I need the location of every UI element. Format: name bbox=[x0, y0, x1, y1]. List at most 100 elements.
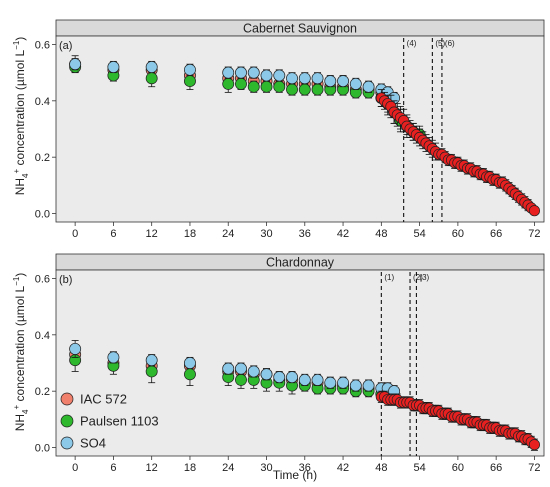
x-tick-label: 48 bbox=[375, 228, 387, 240]
data-point bbox=[298, 83, 311, 96]
x-tick-label: 66 bbox=[490, 228, 502, 240]
data-point bbox=[286, 72, 298, 85]
data-point bbox=[324, 376, 337, 389]
x-tick-label: 0 bbox=[72, 228, 78, 240]
legend-label: Paulsen 1103 bbox=[80, 414, 159, 429]
x-axis-label: Time (h) bbox=[273, 468, 317, 482]
legend-label: SO4 bbox=[80, 436, 106, 451]
event-label: (4) bbox=[407, 39, 417, 48]
legend: IAC 572 Paulsen 1103 SO4 bbox=[60, 392, 159, 451]
x-tick-label: 42 bbox=[337, 228, 349, 240]
legend-label: IAC 572 bbox=[80, 392, 127, 407]
data-point bbox=[260, 80, 273, 93]
x-tick-label: 54 bbox=[413, 228, 425, 240]
data-point bbox=[362, 80, 375, 93]
x-tick-label: 72 bbox=[528, 462, 540, 474]
panel-chardonnay: Chardonnay (b) 0.0 0.2 0.4 0.6 0 6 12 18 24 30 36 42 4… bbox=[35, 253, 545, 474]
panel-label: (a) bbox=[59, 40, 72, 52]
x-tick-label: 6 bbox=[110, 228, 116, 240]
data-point bbox=[247, 80, 260, 93]
data-point bbox=[145, 72, 158, 85]
series-highlighted bbox=[375, 390, 540, 451]
plot-area bbox=[55, 35, 545, 223]
data-point bbox=[145, 61, 158, 73]
legend-marker bbox=[60, 414, 74, 428]
data-point bbox=[528, 439, 540, 451]
x-tick-label: 12 bbox=[146, 462, 158, 474]
event-label: (2) bbox=[413, 273, 423, 282]
panel-label: (b) bbox=[59, 274, 72, 286]
data-point bbox=[222, 362, 235, 375]
legend-marker bbox=[60, 436, 74, 450]
x-tick-label: 42 bbox=[337, 462, 349, 474]
x-tick-label: 54 bbox=[413, 462, 425, 474]
series-so4 bbox=[69, 340, 401, 398]
data-point bbox=[286, 371, 298, 384]
x-tick-label: 24 bbox=[222, 228, 234, 240]
data-point bbox=[349, 77, 362, 90]
y-tick-label: 0.6 bbox=[35, 39, 50, 51]
data-point bbox=[235, 77, 247, 90]
data-point bbox=[107, 61, 120, 73]
data-point bbox=[145, 365, 158, 378]
y-axis-label-a: NH4+ concentration (µmol L−1) bbox=[12, 37, 30, 196]
data-point bbox=[298, 373, 311, 386]
y-tick-label: 0.0 bbox=[35, 443, 50, 455]
data-point bbox=[286, 83, 298, 96]
data-point bbox=[273, 69, 286, 82]
data-point bbox=[184, 368, 196, 381]
x-tick-label: 72 bbox=[528, 228, 540, 240]
legend-marker bbox=[60, 392, 74, 406]
y-tick-label: 0.0 bbox=[35, 209, 50, 221]
y-tick-label: 0.4 bbox=[35, 330, 50, 342]
data-point bbox=[222, 66, 235, 79]
x-tick-label: 24 bbox=[222, 462, 234, 474]
x-tick-label: 48 bbox=[375, 462, 387, 474]
event-label: (3) bbox=[419, 273, 429, 282]
data-point bbox=[528, 205, 540, 217]
data-point bbox=[235, 373, 247, 386]
x-tick-label: 18 bbox=[184, 462, 196, 474]
data-point bbox=[69, 342, 82, 355]
data-point bbox=[273, 371, 286, 384]
data-point bbox=[349, 379, 362, 392]
data-point bbox=[337, 376, 350, 389]
x-tick-label: 36 bbox=[299, 462, 311, 474]
data-point bbox=[362, 379, 375, 392]
data-point bbox=[247, 365, 260, 378]
data-point bbox=[324, 75, 337, 88]
event-label: (5) bbox=[435, 39, 445, 48]
data-point bbox=[107, 351, 120, 364]
x-tick-label: 60 bbox=[452, 228, 464, 240]
x-tick-label: 6 bbox=[110, 462, 116, 474]
x-tick-label: 30 bbox=[260, 228, 272, 240]
data-point bbox=[311, 72, 324, 85]
data-point bbox=[235, 362, 247, 375]
y-tick-label: 0.2 bbox=[35, 386, 50, 398]
x-tick-label: 30 bbox=[260, 462, 272, 474]
x-tick-label: 0 bbox=[72, 462, 78, 474]
panel-title: Cabernet Sauvignon bbox=[243, 22, 357, 36]
data-point bbox=[69, 58, 82, 71]
x-tick-label: 12 bbox=[146, 228, 158, 240]
data-point bbox=[184, 75, 196, 88]
data-point bbox=[184, 357, 196, 369]
panel-title: Chardonnay bbox=[266, 256, 335, 270]
data-point bbox=[337, 75, 350, 88]
data-point bbox=[222, 77, 235, 90]
y-tick-label: 0.6 bbox=[35, 273, 50, 285]
data-point bbox=[247, 66, 260, 79]
x-tick-label: 60 bbox=[452, 462, 464, 474]
y-tick-label: 0.4 bbox=[35, 96, 50, 108]
panel-cabernet-sauvignon: Cabernet Sauvignon (a) 0.0 0.2 0.4 0.6 0 6 12 18 2… bbox=[35, 19, 545, 240]
y-tick-label: 0.2 bbox=[35, 152, 50, 164]
data-point bbox=[260, 368, 273, 381]
data-point bbox=[273, 80, 286, 93]
data-point bbox=[311, 83, 324, 96]
x-tick-label: 66 bbox=[490, 462, 502, 474]
data-point bbox=[311, 373, 324, 386]
y-axis-label-b: NH4+ concentration (µmol L−1) bbox=[12, 273, 30, 432]
x-tick-label: 36 bbox=[299, 228, 311, 240]
event-label: (6) bbox=[445, 39, 455, 48]
